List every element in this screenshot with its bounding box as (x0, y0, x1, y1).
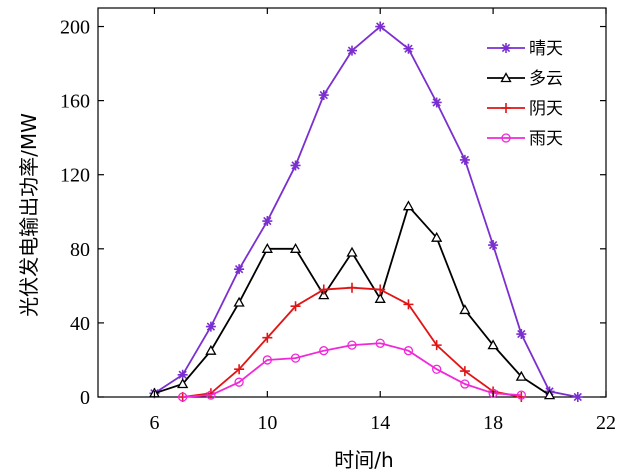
x-tick-label: 18 (483, 412, 503, 434)
x-tick-label: 10 (257, 412, 277, 434)
legend-label: 多云 (529, 69, 563, 89)
data-point (347, 45, 357, 56)
plot-area (97, 7, 607, 398)
y-tick-label: 0 (80, 387, 90, 409)
legend-marker (501, 103, 511, 113)
legend-marker (501, 43, 511, 53)
x-tick-label: 22 (596, 412, 616, 434)
y-tick-label: 160 (60, 91, 90, 113)
series-line (153, 25, 578, 398)
data-point (460, 379, 470, 389)
legend-marker (501, 133, 511, 143)
data-point (459, 366, 470, 377)
data-point (459, 154, 470, 165)
data-point (515, 370, 527, 381)
series-2 (177, 282, 527, 402)
y-tick-label: 80 (70, 239, 90, 261)
legend-label: 晴天 (529, 39, 563, 59)
series-layer (148, 21, 583, 402)
x-tick-label: 14 (370, 412, 390, 434)
y-axis-title: 光伏发电输出功率/MW (17, 113, 41, 317)
series-0 (149, 21, 583, 402)
data-point (374, 292, 386, 303)
legend-entry: 雨天 (487, 129, 563, 149)
data-point (261, 242, 273, 253)
legend-entry: 阴天 (487, 99, 563, 119)
data-point (205, 321, 216, 332)
data-point (318, 284, 329, 295)
data-point (262, 216, 273, 227)
data-point (234, 377, 244, 387)
data-point (487, 339, 499, 350)
data-point (347, 340, 357, 350)
data-point (572, 392, 583, 402)
series-1 (148, 200, 556, 400)
data-point (289, 242, 302, 253)
data-point (262, 355, 272, 365)
data-point (375, 338, 385, 348)
data-point (488, 240, 499, 251)
data-point (431, 340, 442, 351)
data-point (233, 296, 245, 307)
data-point (402, 200, 415, 211)
data-point (431, 97, 442, 108)
y-tick-label: 120 (60, 165, 90, 187)
data-point (488, 388, 498, 398)
data-point (319, 346, 329, 356)
x-axis-title: 时间/h (334, 448, 393, 472)
data-point (234, 264, 245, 275)
series-line (182, 286, 522, 398)
plot-frame (97, 7, 607, 398)
data-point (290, 160, 301, 171)
data-point (206, 390, 216, 400)
data-point (290, 353, 301, 363)
legend-entry: 多云 (487, 69, 563, 89)
data-point (516, 390, 526, 400)
ticks-layer: 6 10 14 18 22 0 40 80 120 160 200 (60, 8, 616, 434)
data-point (403, 299, 414, 310)
legend-marker (500, 72, 512, 83)
data-point (346, 246, 358, 257)
data-point (290, 301, 301, 312)
data-point (375, 21, 386, 32)
data-point (177, 378, 189, 389)
data-point (375, 284, 386, 295)
data-point (234, 364, 245, 375)
y-tick-label: 200 (60, 17, 90, 39)
data-point (431, 231, 443, 242)
data-point (205, 344, 217, 355)
data-point (403, 346, 414, 356)
legend-label: 雨天 (529, 129, 563, 149)
data-point (516, 329, 527, 340)
data-point (318, 289, 330, 300)
series-3 (178, 338, 526, 402)
data-point (432, 364, 442, 374)
series-line (182, 342, 522, 398)
data-point (262, 332, 273, 343)
data-point (178, 392, 188, 402)
data-point (459, 304, 471, 315)
legend-label: 阴天 (529, 99, 563, 119)
x-tick-label: 6 (149, 412, 159, 434)
data-point (177, 369, 188, 380)
data-point (543, 389, 556, 400)
data-point (318, 90, 329, 101)
data-point (347, 282, 357, 293)
legend-entry: 晴天 (487, 39, 563, 59)
data-point (403, 43, 414, 54)
y-tick-label: 40 (70, 313, 90, 335)
